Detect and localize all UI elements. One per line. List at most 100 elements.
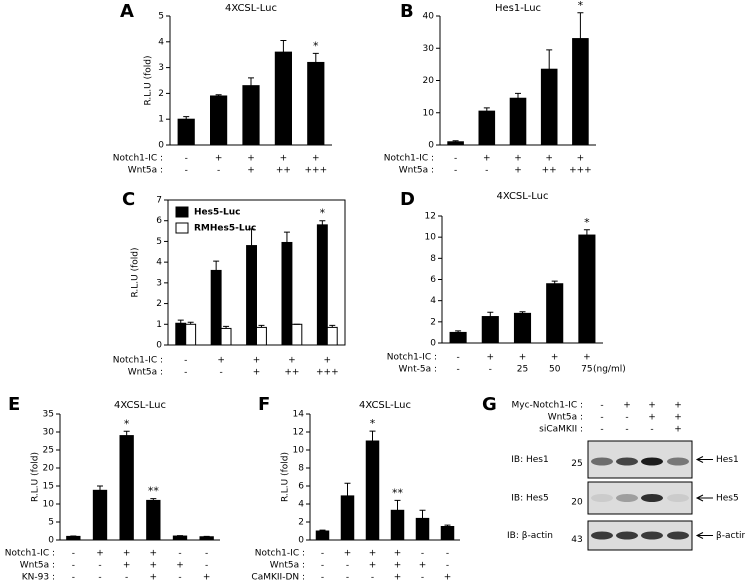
condition-value: + [551, 353, 559, 363]
condition-value: + [577, 154, 585, 164]
condition-value: - [421, 549, 424, 559]
condition-label: Notch1-IC : [113, 154, 163, 164]
condition-value: - [454, 154, 457, 164]
mw-label: 25 [571, 459, 582, 469]
chart-title: 4XCSL-Luc [496, 191, 548, 202]
blot-panel [587, 481, 693, 515]
condition-value: - [219, 368, 222, 378]
y-tick-label: 4 [158, 37, 164, 47]
condition-value: + [123, 561, 131, 571]
antibody-label: IB: Hes5 [511, 494, 548, 504]
error-bar [519, 311, 526, 314]
y-tick-label: 25 [43, 446, 54, 456]
condition-value: + [419, 561, 427, 571]
condition-label: Notch1-IC : [384, 154, 434, 164]
significance-marker: * [124, 417, 130, 430]
bar [578, 234, 596, 344]
bar [146, 499, 161, 541]
legend-swatch [175, 206, 189, 218]
error-bar [97, 485, 103, 491]
y-tick-label: 8 [298, 464, 304, 474]
significance-marker: ** [148, 485, 160, 498]
condition-value: - [456, 365, 459, 375]
bar [199, 536, 214, 541]
y-tick-label: 6 [430, 275, 436, 285]
error-bar [487, 311, 494, 317]
condition-value: + [280, 154, 288, 164]
blot-band [641, 457, 663, 466]
condition-value: +++ [569, 166, 592, 176]
bar [316, 224, 328, 346]
condition-value: - [650, 425, 653, 435]
condition-value: + [394, 573, 402, 581]
error-bar [551, 280, 558, 284]
condition-label: Wnt5a : [548, 413, 583, 423]
bar [415, 517, 430, 541]
error-bar [329, 324, 336, 328]
condition-value: - [454, 166, 457, 176]
condition-value: - [125, 573, 128, 581]
mw-label: 20 [571, 498, 583, 508]
error-bar [583, 229, 590, 236]
condition-value: - [178, 573, 181, 581]
bar [447, 141, 464, 146]
bar [390, 509, 405, 541]
bar [481, 316, 499, 344]
condition-value: - [321, 549, 324, 559]
error-bar [248, 228, 255, 246]
condition-value: - [217, 166, 220, 176]
band-arrow [695, 494, 713, 502]
y-tick-label: 0 [158, 141, 164, 151]
blot-band [616, 494, 638, 502]
y-tick-label: 0 [298, 536, 304, 546]
condition-value: 75 [581, 365, 592, 375]
error-bar [150, 498, 157, 501]
condition-value: - [205, 561, 208, 571]
condition-value: - [489, 365, 492, 375]
y-tick-label: 0 [430, 339, 436, 349]
condition-value: + [483, 154, 491, 164]
mw-label: 43 [571, 535, 582, 545]
legend-label: RMHes5-Luc [194, 224, 256, 234]
bar [478, 110, 496, 146]
blot-band [591, 457, 613, 466]
error-bar [452, 140, 459, 142]
condition-value: + [674, 425, 682, 435]
significance-marker: * [320, 207, 326, 220]
condition-value: + [215, 154, 223, 164]
condition-value: + [288, 356, 296, 366]
bar [210, 95, 228, 146]
blot-band [591, 531, 613, 540]
blot-band [667, 457, 689, 466]
condition-value: - [178, 549, 181, 559]
bar [572, 38, 589, 146]
condition-value: - [371, 573, 374, 581]
blot-band [667, 531, 689, 540]
bar [246, 245, 257, 346]
error-bar [444, 524, 451, 527]
y-tick-label: 6 [298, 482, 304, 492]
condition-value: + [514, 166, 522, 176]
error-bar [483, 107, 490, 112]
condition-label: KN-93 : [22, 573, 55, 581]
y-tick-label: 4 [156, 258, 162, 268]
condition-label: Wnt5a : [20, 561, 55, 571]
bar [274, 51, 292, 146]
condition-value: + [583, 353, 591, 363]
y-tick-label: 40 [423, 12, 435, 22]
condition-value: - [600, 425, 603, 435]
band-label: Hes5 [716, 494, 739, 504]
condition-value: + [96, 549, 104, 559]
condition-value: + [545, 154, 553, 164]
condition-value: 50 [549, 365, 561, 375]
condition-value: + [123, 549, 131, 559]
bar [307, 61, 325, 146]
y-tick-label: 30 [423, 44, 435, 54]
bar [210, 269, 222, 346]
error-bar [577, 12, 584, 39]
significance-marker: * [578, 0, 584, 12]
condition-label: Myc-Notch1-IC : [511, 401, 583, 411]
error-bar [280, 40, 287, 53]
y-tick-label: 7 [156, 196, 162, 206]
bar [66, 535, 81, 541]
